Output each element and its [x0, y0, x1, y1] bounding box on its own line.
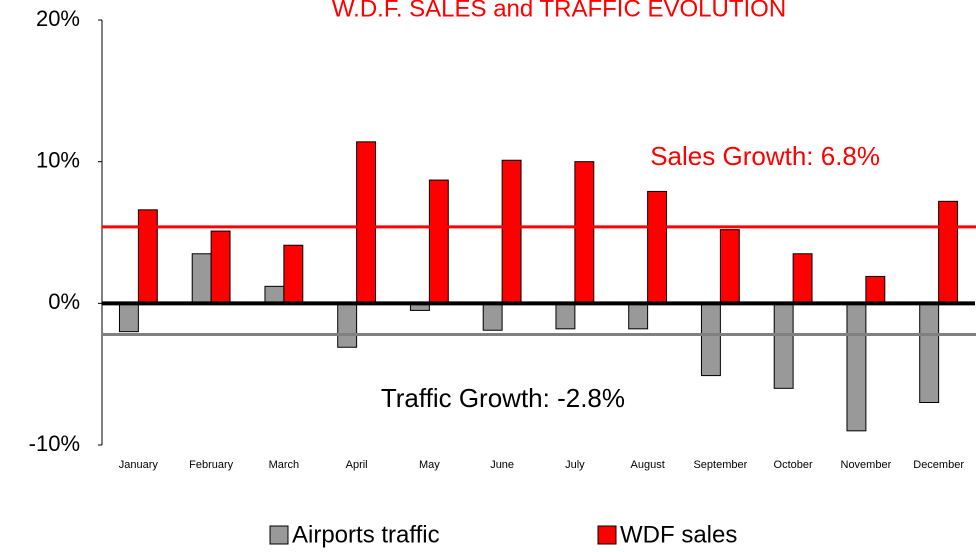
x-tick-label: September: [693, 459, 747, 471]
x-tick-label: May: [419, 459, 440, 471]
bar: [865, 275, 886, 304]
bar: [428, 179, 449, 304]
x-tick-label: July: [565, 459, 585, 471]
y-tick-label: -10%: [29, 431, 80, 456]
x-tick-label: August: [631, 459, 665, 471]
bar: [501, 159, 522, 304]
annotation: Traffic Growth: -2.8%: [381, 383, 625, 413]
x-tick-label: December: [913, 459, 964, 471]
bar: [938, 200, 959, 304]
bar: [555, 302, 576, 330]
bar: [719, 229, 740, 304]
bar: [137, 209, 158, 304]
bar: [792, 253, 813, 304]
bar: [118, 302, 139, 333]
x-tick-label: October: [774, 459, 813, 471]
y-tick-label: 0%: [48, 289, 80, 314]
bar: [647, 190, 668, 304]
legend-label: Airports traffic: [292, 521, 440, 548]
legend-swatch: [269, 525, 289, 545]
bar: [846, 302, 867, 432]
bar: [264, 285, 285, 304]
legend-swatch: [597, 525, 617, 545]
bar: [919, 302, 940, 404]
bar: [191, 253, 212, 304]
x-tick-label: February: [189, 459, 234, 471]
x-tick-label: November: [841, 459, 892, 471]
bar: [283, 244, 304, 304]
chart-title: W.D.F. SALES and TRAFFIC EVOLUTION: [332, 0, 786, 22]
annotation: Sales Growth: 6.8%: [650, 141, 880, 171]
y-tick-label: 20%: [36, 6, 80, 31]
bar: [700, 302, 721, 377]
x-tick-label: June: [490, 459, 514, 471]
bar: [337, 302, 358, 348]
x-tick-label: April: [346, 459, 368, 471]
bar: [356, 141, 377, 304]
x-tick-label: March: [269, 459, 300, 471]
bar: [482, 302, 503, 331]
bar: [628, 302, 649, 330]
bar: [773, 302, 794, 389]
x-tick-label: January: [119, 459, 159, 471]
legend-label: WDF sales: [620, 521, 737, 548]
y-tick-label: 10%: [36, 147, 80, 172]
bar: [210, 230, 231, 304]
bar: [574, 161, 595, 304]
